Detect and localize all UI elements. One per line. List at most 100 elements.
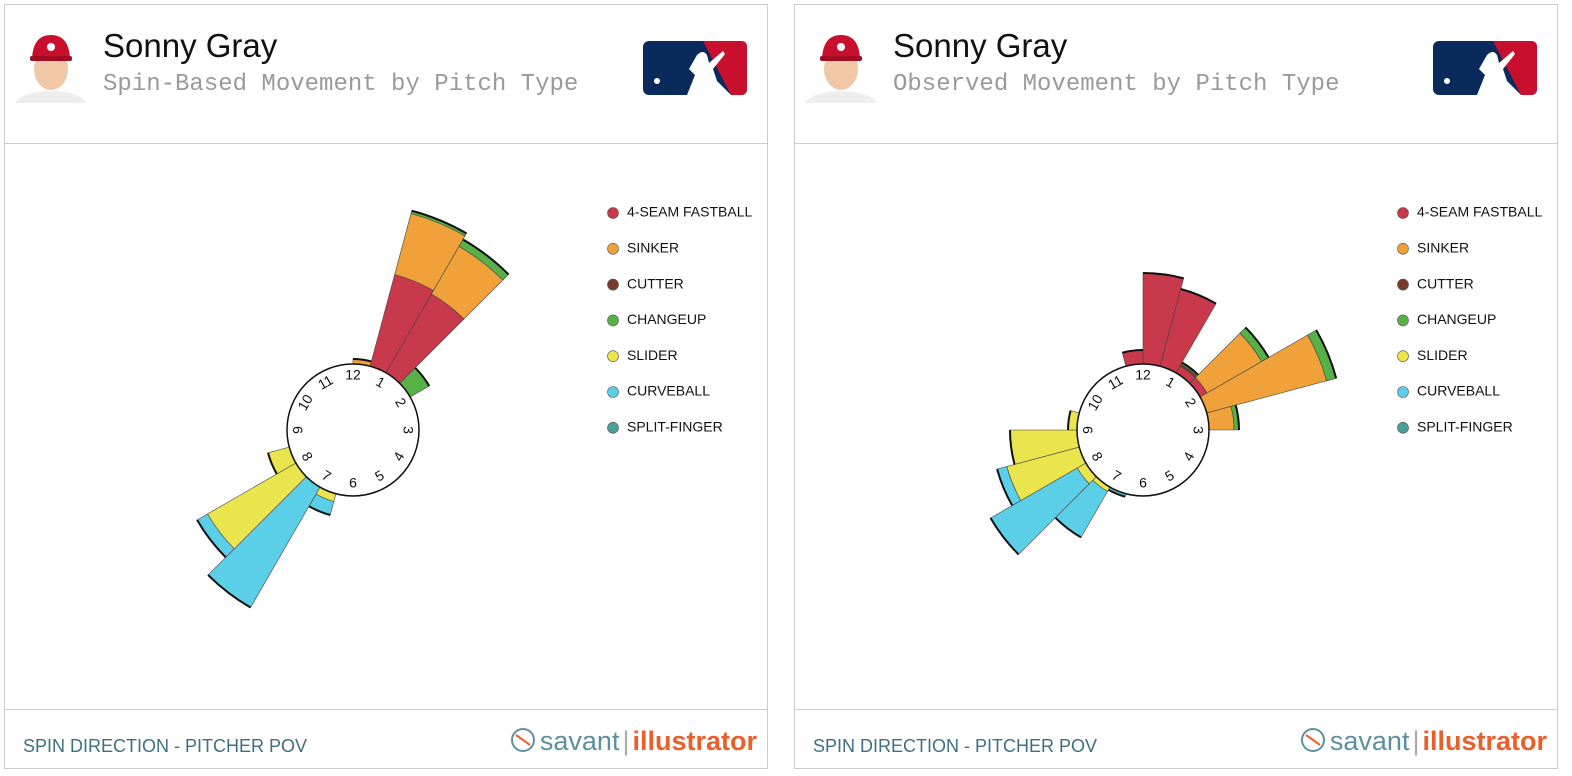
player-name: Sonny Gray	[103, 27, 278, 64]
clock-label: 12	[1135, 367, 1151, 383]
brand-logo: savant | illustrator	[1300, 726, 1547, 757]
league-logo	[643, 41, 747, 95]
legend-marker	[607, 350, 619, 362]
player-name: Sonny Gray	[893, 27, 1068, 64]
clock-label: 10	[294, 391, 316, 413]
clock-label: 11	[1105, 371, 1126, 392]
wedge-outline	[1234, 404, 1240, 431]
ball-outline	[510, 728, 535, 752]
brand-separator: |	[1412, 726, 1420, 756]
legend-label: SLIDER	[1417, 347, 1468, 363]
legend-marker	[1397, 278, 1409, 291]
logo-ball	[654, 78, 660, 84]
panel-footer: SPIN DIRECTION - PITCHER POV savant | illus…	[5, 709, 767, 770]
photo-cap-logo	[837, 43, 845, 51]
photo-shoulders	[15, 91, 87, 103]
photo-shoulders	[805, 91, 877, 103]
clock-label: 11	[315, 371, 336, 392]
legend-marker	[607, 207, 619, 219]
clock-label: 12	[345, 367, 361, 383]
panel-header: Sonny Gray Spin-Based Movement by Pitch T…	[5, 5, 767, 144]
clock-label: 9	[290, 426, 306, 434]
clock-label: 3	[400, 426, 416, 434]
chart-panel: Sonny Gray Observed Movement by Pitch Typ…	[794, 4, 1558, 769]
player-photo	[15, 35, 87, 103]
brand-ball	[510, 728, 535, 752]
photo-cap-brim	[820, 56, 862, 61]
logo-ball	[1444, 78, 1450, 84]
legend-marker	[1397, 350, 1409, 362]
legend-label: SPLIT-FINGER	[627, 419, 723, 435]
ball-outline	[1300, 728, 1325, 752]
brand-ball	[1300, 728, 1325, 752]
wedge-outline	[1067, 410, 1072, 431]
wedge-outline	[196, 519, 227, 558]
legend-marker	[1397, 314, 1409, 327]
legend-label: 4-SEAM FASTBALL	[1417, 204, 1542, 220]
brand-separator: |	[622, 726, 630, 756]
legend-label: SINKER	[627, 240, 679, 256]
chart-subtitle: Observed Movement by Pitch Type	[893, 71, 1340, 98]
legend-label: CUTTER	[1417, 275, 1474, 291]
logo-silhouette	[687, 51, 731, 95]
chart-subtitle: Spin-Based Movement by Pitch Type	[103, 71, 579, 98]
wedge-outline	[1122, 349, 1144, 354]
legend-label: SLIDER	[627, 347, 678, 363]
logo-red	[703, 41, 747, 95]
wedge-outline	[1142, 272, 1184, 280]
wedge-outline	[207, 574, 252, 609]
clock-label: 9	[1080, 426, 1096, 434]
wedge-outline	[1180, 288, 1217, 305]
panel-header: Sonny Gray Observed Movement by Pitch Typ…	[795, 5, 1557, 144]
legend-marker	[1397, 207, 1409, 219]
brand-first: savant	[539, 726, 620, 756]
clock-label: 6	[349, 475, 357, 491]
logo-red	[1493, 41, 1537, 95]
photo-cap-logo	[47, 43, 55, 51]
legend-label: CHANGEUP	[627, 311, 706, 327]
wedge-outline	[411, 209, 467, 235]
clock-label: 10	[1084, 391, 1106, 413]
brand-first: savant	[1329, 726, 1410, 756]
brand-second: illustrator	[1422, 726, 1547, 756]
photo-cap-brim	[30, 56, 72, 61]
chart-caption: SPIN DIRECTION - PITCHER POV	[23, 736, 308, 756]
brand-second: illustrator	[632, 726, 757, 756]
legend-marker	[607, 314, 619, 327]
legend-marker	[607, 243, 619, 255]
chart-caption: SPIN DIRECTION - PITCHER POV	[813, 736, 1098, 756]
legend-label: 4-SEAM FASTBALL	[627, 204, 752, 220]
legend-marker	[1397, 386, 1409, 398]
logo-silhouette	[1477, 51, 1521, 95]
ball-seam	[515, 734, 531, 746]
wedge-outline	[1009, 429, 1016, 465]
clock-face	[1076, 363, 1210, 497]
wedge-outline	[267, 452, 278, 475]
legend-marker	[607, 278, 619, 291]
clock-label: 6	[1139, 475, 1147, 491]
wedge-outline	[996, 468, 1014, 506]
ball-seam	[1305, 734, 1321, 746]
legend-marker	[1397, 421, 1409, 434]
legend-label: SINKER	[1417, 240, 1469, 256]
wedge-outline	[989, 517, 1020, 556]
chart-panel: Sonny Gray Spin-Based Movement by Pitch T…	[4, 4, 768, 769]
brand-logo: savant | illustrator	[510, 726, 757, 757]
legend-marker	[1397, 243, 1409, 255]
legend-label: CHANGEUP	[1417, 311, 1496, 327]
clock-face	[286, 363, 420, 497]
wedge-outline	[1315, 329, 1338, 379]
legend-label: CURVEBALL	[1417, 383, 1500, 399]
wedge-outline	[462, 238, 510, 276]
legend-marker	[607, 421, 619, 434]
player-photo	[805, 35, 877, 103]
clock-label: 3	[1190, 426, 1206, 434]
wedge-outline	[414, 367, 431, 387]
panel-footer: SPIN DIRECTION - PITCHER POV savant | illus…	[795, 709, 1557, 770]
legend-marker	[607, 386, 619, 398]
league-logo	[1433, 41, 1537, 95]
legend-label: CURVEBALL	[627, 383, 710, 399]
